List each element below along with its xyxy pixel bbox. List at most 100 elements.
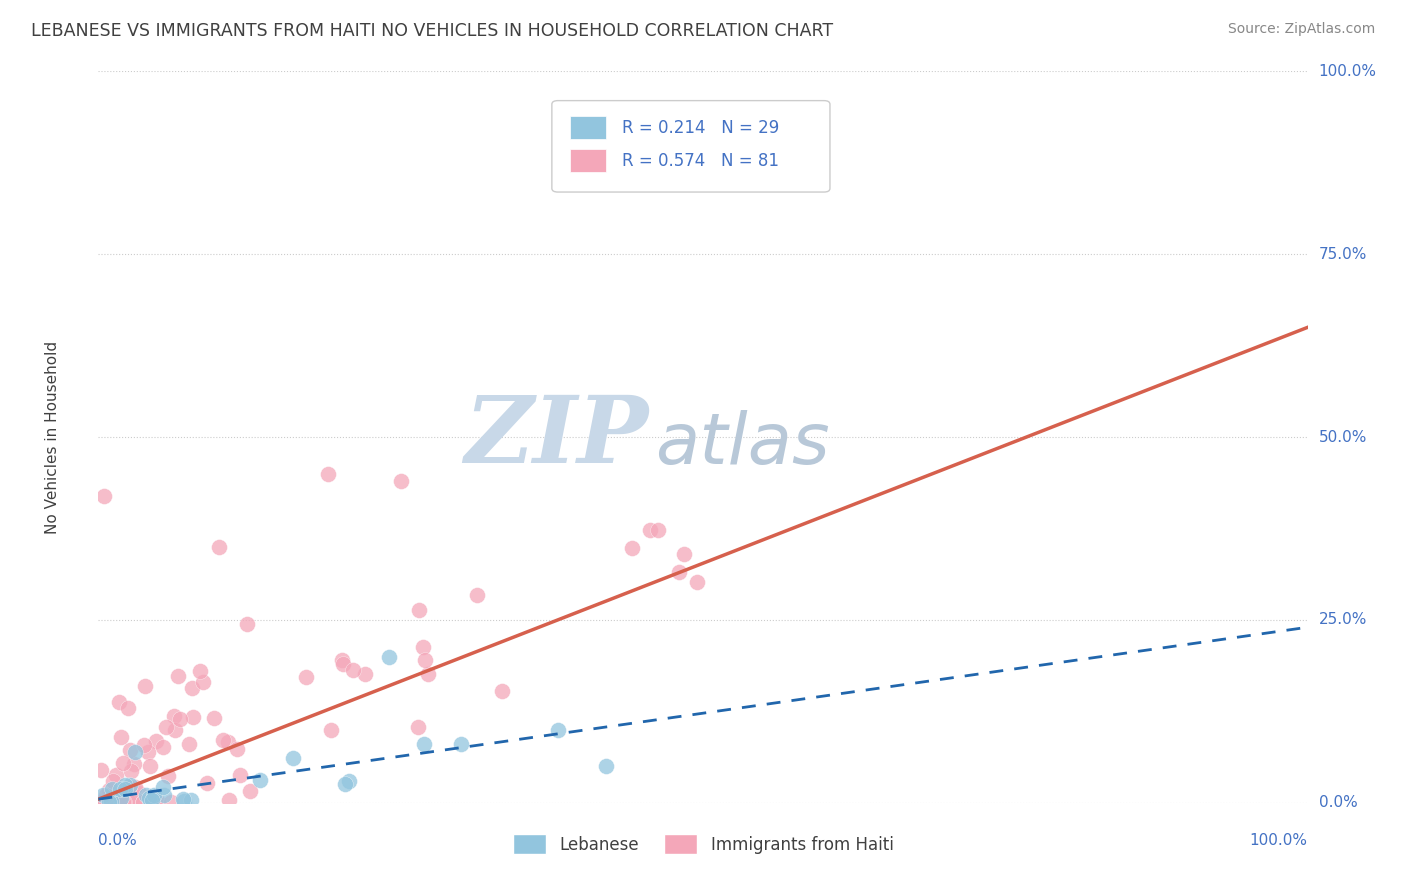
Point: [389, 474, 412, 488]
Point: [208, 540, 231, 554]
Point: [179, 738, 201, 752]
Point: [124, 756, 146, 771]
Text: 0.0%: 0.0%: [98, 833, 138, 848]
Point: [114, 778, 136, 792]
Point: [160, 795, 183, 809]
Point: [98, 795, 121, 809]
Point: [180, 793, 202, 807]
Point: [332, 657, 354, 671]
Point: [101, 782, 124, 797]
Point: [125, 793, 148, 807]
Point: [249, 773, 271, 788]
Point: [134, 679, 156, 693]
Point: [128, 786, 150, 800]
Point: [124, 745, 146, 759]
Point: [173, 794, 195, 808]
Point: [167, 669, 190, 683]
Point: [647, 523, 669, 537]
Point: [112, 795, 135, 809]
Point: [152, 740, 174, 755]
FancyBboxPatch shape: [551, 101, 830, 192]
Point: [101, 774, 124, 789]
Point: [120, 778, 142, 792]
Point: [114, 781, 136, 796]
Point: [93, 489, 115, 503]
Point: [143, 795, 166, 809]
Point: [377, 649, 399, 664]
Point: [124, 780, 146, 794]
Point: [595, 759, 617, 773]
Point: [153, 788, 176, 802]
Text: Source: ZipAtlas.com: Source: ZipAtlas.com: [1227, 22, 1375, 37]
Point: [107, 695, 129, 709]
Point: [283, 750, 305, 764]
FancyBboxPatch shape: [569, 116, 606, 139]
Point: [412, 737, 434, 751]
Point: [131, 795, 153, 809]
Point: [94, 788, 117, 802]
Point: [172, 792, 194, 806]
Point: [100, 794, 122, 808]
Point: [321, 723, 343, 737]
Point: [465, 588, 488, 602]
Point: [112, 756, 135, 771]
Point: [117, 701, 139, 715]
Point: [668, 566, 690, 580]
Point: [105, 795, 128, 809]
Point: [89, 795, 111, 809]
Point: [139, 758, 162, 772]
Point: [90, 795, 112, 809]
Point: [295, 670, 318, 684]
Point: [118, 780, 141, 794]
Point: [412, 640, 434, 655]
Point: [337, 773, 360, 788]
Point: [120, 764, 142, 778]
Point: [333, 777, 356, 791]
Point: [180, 681, 202, 696]
Point: [138, 791, 160, 805]
Point: [118, 795, 141, 809]
Point: [94, 795, 117, 809]
Point: [163, 709, 186, 723]
Point: [342, 663, 364, 677]
Text: 0.0%: 0.0%: [1319, 796, 1357, 810]
Point: [672, 547, 695, 561]
Point: [413, 652, 436, 666]
Point: [450, 737, 472, 751]
Point: [90, 763, 112, 777]
Point: [620, 541, 643, 556]
Text: 25.0%: 25.0%: [1319, 613, 1367, 627]
Text: 100.0%: 100.0%: [1250, 833, 1308, 848]
Point: [181, 710, 204, 724]
Point: [145, 734, 167, 748]
Point: [406, 720, 429, 734]
Point: [354, 667, 377, 681]
Point: [143, 788, 166, 802]
Point: [97, 783, 120, 797]
Point: [105, 768, 128, 782]
Point: [202, 711, 225, 725]
Point: [118, 795, 141, 809]
FancyBboxPatch shape: [569, 149, 606, 172]
Point: [218, 793, 240, 807]
Point: [547, 723, 569, 737]
Point: [155, 720, 177, 734]
Point: [217, 735, 239, 749]
Point: [239, 784, 262, 798]
Point: [110, 791, 132, 805]
Point: [108, 781, 131, 796]
Point: [134, 738, 156, 752]
Point: [139, 795, 162, 809]
Point: [108, 791, 131, 805]
Text: No Vehicles in Household: No Vehicles in Household: [45, 341, 60, 533]
Point: [136, 795, 159, 809]
Text: ZIP: ZIP: [464, 392, 648, 482]
Point: [212, 732, 235, 747]
Point: [330, 653, 353, 667]
Point: [316, 467, 339, 481]
Point: [146, 795, 169, 809]
Point: [229, 768, 252, 782]
Point: [135, 788, 157, 802]
Point: [110, 730, 132, 744]
Point: [686, 575, 709, 590]
